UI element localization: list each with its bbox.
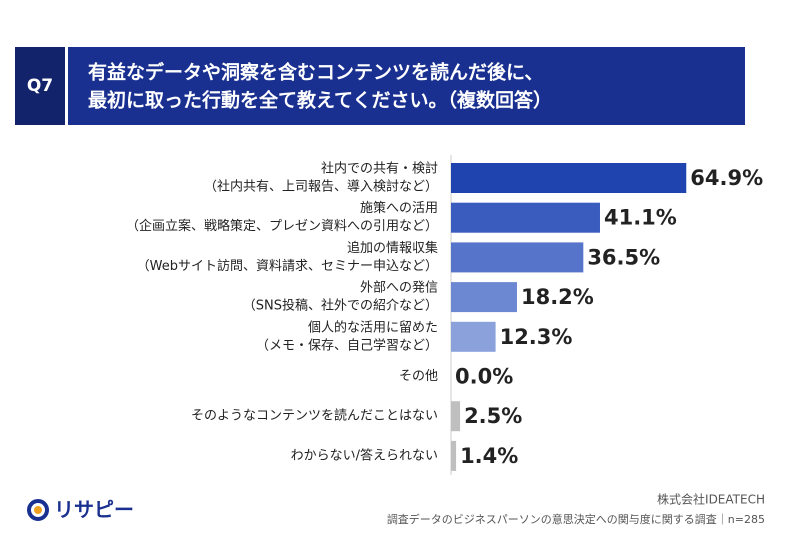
category-label: （企画立案、戦略策定、プレゼン資料への引用など） xyxy=(126,218,438,234)
category-label: （メモ・保存、自己学習など） xyxy=(256,337,438,353)
bar xyxy=(451,163,687,193)
category-label: わからない/答えられない xyxy=(291,447,438,463)
value-label: 1.4% xyxy=(460,444,518,468)
logo-icon xyxy=(34,506,42,514)
title-line: 最初に取った行動を全て教えてください。（複数回答） xyxy=(88,89,552,112)
value-label: 18.2% xyxy=(521,285,594,309)
bar xyxy=(451,242,584,273)
question-label: Q7 xyxy=(27,76,53,96)
category-label: （社内共有、上司報告、導入検討など） xyxy=(204,179,438,195)
bar xyxy=(451,321,496,352)
bar xyxy=(451,440,457,471)
logo-icon xyxy=(27,499,49,521)
value-label: 41.1% xyxy=(604,206,677,230)
logo: リサピー xyxy=(27,498,134,522)
value-label: 12.3% xyxy=(500,325,573,349)
category-label: （SNS投稿、社外での紹介など） xyxy=(243,298,438,314)
category-label: 追加の情報収集 xyxy=(347,240,438,256)
category-label: そのようなコンテンツを読んだことはない xyxy=(191,408,438,424)
bar xyxy=(451,401,461,432)
category-label: 個人的な活用に留めた xyxy=(308,319,438,335)
source: 調査データのビジネスパーソンの意思決定への関与度に関する調査｜n=285 xyxy=(387,512,765,526)
title-line: 有益なデータや洞察を含むコンテンツを読んだ後に、 xyxy=(88,61,543,84)
bar xyxy=(451,282,517,313)
value-label: 0.0% xyxy=(455,365,513,389)
question-box xyxy=(15,47,65,125)
value-label: 2.5% xyxy=(464,404,522,428)
logo-text: リサピー xyxy=(54,498,134,522)
value-label: 64.9% xyxy=(690,166,763,190)
category-label: 施策への活用 xyxy=(360,200,438,216)
bar xyxy=(451,202,600,233)
category-label: 外部への発信 xyxy=(360,281,438,296)
value-label: 36.5% xyxy=(587,245,660,269)
company: 株式会社IDEATECH xyxy=(657,492,765,507)
category-label: その他 xyxy=(399,369,438,384)
category-label: 社内での共有・検討 xyxy=(321,161,438,177)
title-box xyxy=(68,47,745,125)
category-label: （Webサイト訪問、資料請求、セミナー申込など） xyxy=(137,258,438,274)
